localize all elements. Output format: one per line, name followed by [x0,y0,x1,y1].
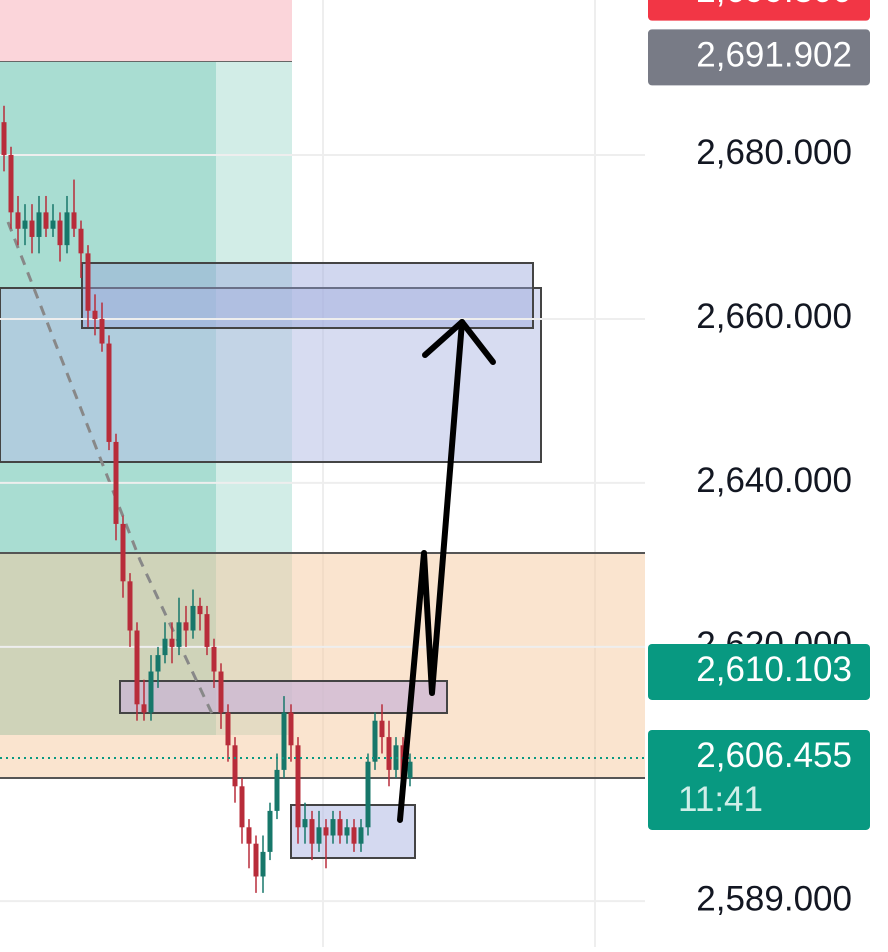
price-badge [648,643,870,700]
candle-body [15,212,21,229]
candle-body [148,671,154,713]
candle-body [57,220,63,246]
candle-body [134,630,140,705]
candle-body [246,827,252,844]
arrow [397,319,496,823]
candle-body [274,769,280,811]
candles [0,105,645,893]
drawings [0,0,645,947]
candle-body [113,441,119,524]
candle-body [162,638,168,656]
candle-body [36,212,42,237]
candle-body [29,220,35,237]
y-tick-label: 2,640.000 [696,461,852,500]
demand-zone [0,553,645,778]
candle-body [372,720,378,762]
price-badge-label: 2,691.902 [696,36,852,75]
candle-body [407,761,413,779]
candle-body [71,212,77,229]
price-badge-label: 2,606.455 [696,736,852,775]
grid [0,153,645,903]
candle-body [281,712,287,770]
candle-body [183,622,189,631]
y-tick-label: 2,680.000 [696,133,852,172]
candle-body [50,220,56,229]
candle-body [337,819,343,836]
candle-body [1,122,7,155]
candle-body [120,523,126,582]
candle-body [330,819,336,836]
candle-body [344,827,350,836]
supply-box [81,262,534,329]
candle-body [64,212,70,246]
candle-body [358,827,364,844]
trend-line [6,221,217,721]
arrow-head [422,319,496,365]
candle-body [176,622,182,647]
candle-body [78,228,84,254]
candle-body [225,712,231,746]
candle-body [218,671,224,713]
candle-body [211,646,217,672]
candle-body [365,761,371,828]
projection-arrow [397,319,465,823]
candle-body [351,827,357,844]
candle-body [379,720,385,738]
price-badge [648,0,870,21]
y-tick-label: 2,660.000 [696,297,852,336]
candle-body [190,605,196,631]
candle-body [22,220,28,229]
candle-body [239,786,245,828]
candle-body [302,819,308,828]
candle-body [169,638,175,647]
candle-body [288,712,294,746]
price-badge-label: 2,699.800 [696,0,852,10]
candle-body [99,318,105,344]
candle-body [141,704,147,713]
price-badge-label: 2,610.103 [696,650,852,689]
candle-body [43,212,49,229]
y-tick-label: 2,589.000 [696,879,852,918]
candle-body [106,343,112,442]
candle-body [260,851,266,877]
price-badge [648,729,870,830]
price-badge [648,29,870,86]
candle-body [386,737,392,770]
countdown: 11:41 [678,780,763,819]
candle-body [92,310,98,319]
candle-body [309,819,315,844]
candle-body [197,605,203,615]
candle-body [232,745,238,787]
candle-body [323,827,329,836]
candle-body [127,581,133,631]
candle-body [155,655,161,672]
stop-zone [0,0,292,62]
candle-body [8,154,14,213]
candle-body [316,827,322,844]
candle-body [85,253,91,311]
candle-body [267,810,273,852]
price-axis: 2,680.0002,660.0002,640.0002,620.0002,58… [648,0,870,918]
candle-body [253,843,259,877]
candle-body [204,614,210,647]
candle-body [295,745,301,828]
